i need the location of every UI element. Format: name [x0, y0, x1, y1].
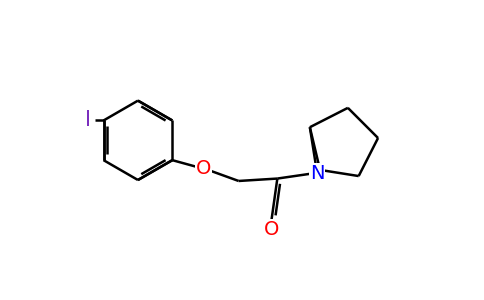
- Text: N: N: [310, 164, 324, 183]
- Text: O: O: [264, 220, 279, 239]
- Text: I: I: [85, 110, 91, 130]
- Text: O: O: [196, 159, 212, 178]
